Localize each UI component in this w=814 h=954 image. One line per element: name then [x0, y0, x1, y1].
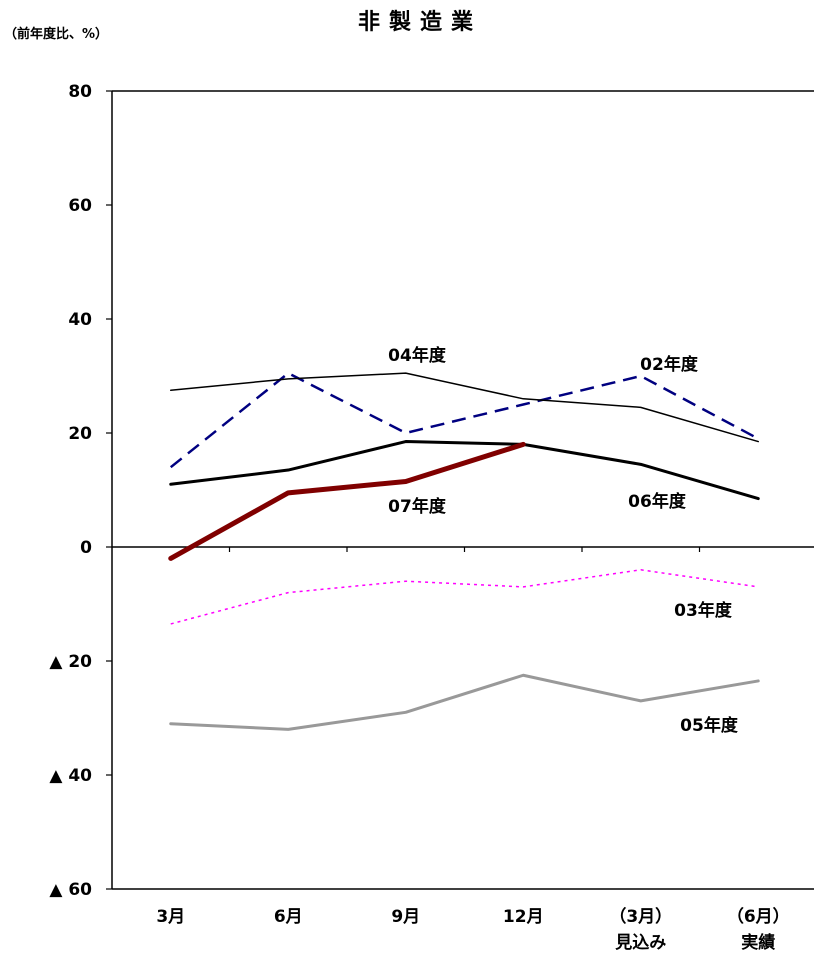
series-label-02年度: 02年度 [640, 354, 699, 375]
x-tick-label: 見込み [614, 933, 666, 953]
series-label-03年度: 03年度 [674, 600, 733, 621]
x-tick-label: 9月 [391, 907, 420, 927]
y-tick-label: 40 [68, 310, 92, 330]
axes: 80 60 40 20 0 ▲ 20 ▲ 40 ▲ 60 3月 6月 9月 12月 （3月） 見込み （6月… [49, 82, 814, 953]
x-tick-label: 実績 [741, 932, 775, 953]
y-tick-label: ▲ 60 [49, 880, 92, 900]
y-tick-label: 0 [80, 538, 92, 558]
x-tick-label: （6月） [727, 906, 790, 927]
y-tick-label: ▲ 40 [49, 766, 92, 786]
unit-label: （前年度比、%） [4, 26, 108, 42]
y-tick-label: 20 [68, 424, 92, 444]
series-line-04年度 [170, 372, 759, 443]
x-tick-label: 6月 [274, 907, 303, 927]
y-tick-label: 60 [68, 196, 92, 216]
series-labels: 04年度 02年度 07年度 06年度 03年度 05年度 [388, 345, 739, 736]
x-tick-label: 12月 [503, 907, 544, 927]
series-line-05年度 [169, 673, 760, 731]
y-tick-label: 80 [68, 82, 92, 102]
series-label-06年度: 06年度 [628, 491, 687, 512]
series-line-07年度 [168, 441, 526, 561]
chart-title: 非製造業 [358, 9, 482, 35]
y-tick-label: ▲ 20 [49, 652, 92, 672]
x-tick-label: （3月） [609, 906, 672, 927]
series-line-02年度 [169, 371, 759, 469]
series-layer [168, 371, 760, 731]
series-label-07年度: 07年度 [388, 496, 447, 517]
series-line-06年度 [169, 440, 760, 501]
series-label-05年度: 05年度 [680, 715, 739, 736]
series-label-04年度: 04年度 [388, 345, 447, 366]
x-tick-label: 3月 [156, 907, 185, 927]
series-line-03年度 [170, 569, 759, 625]
